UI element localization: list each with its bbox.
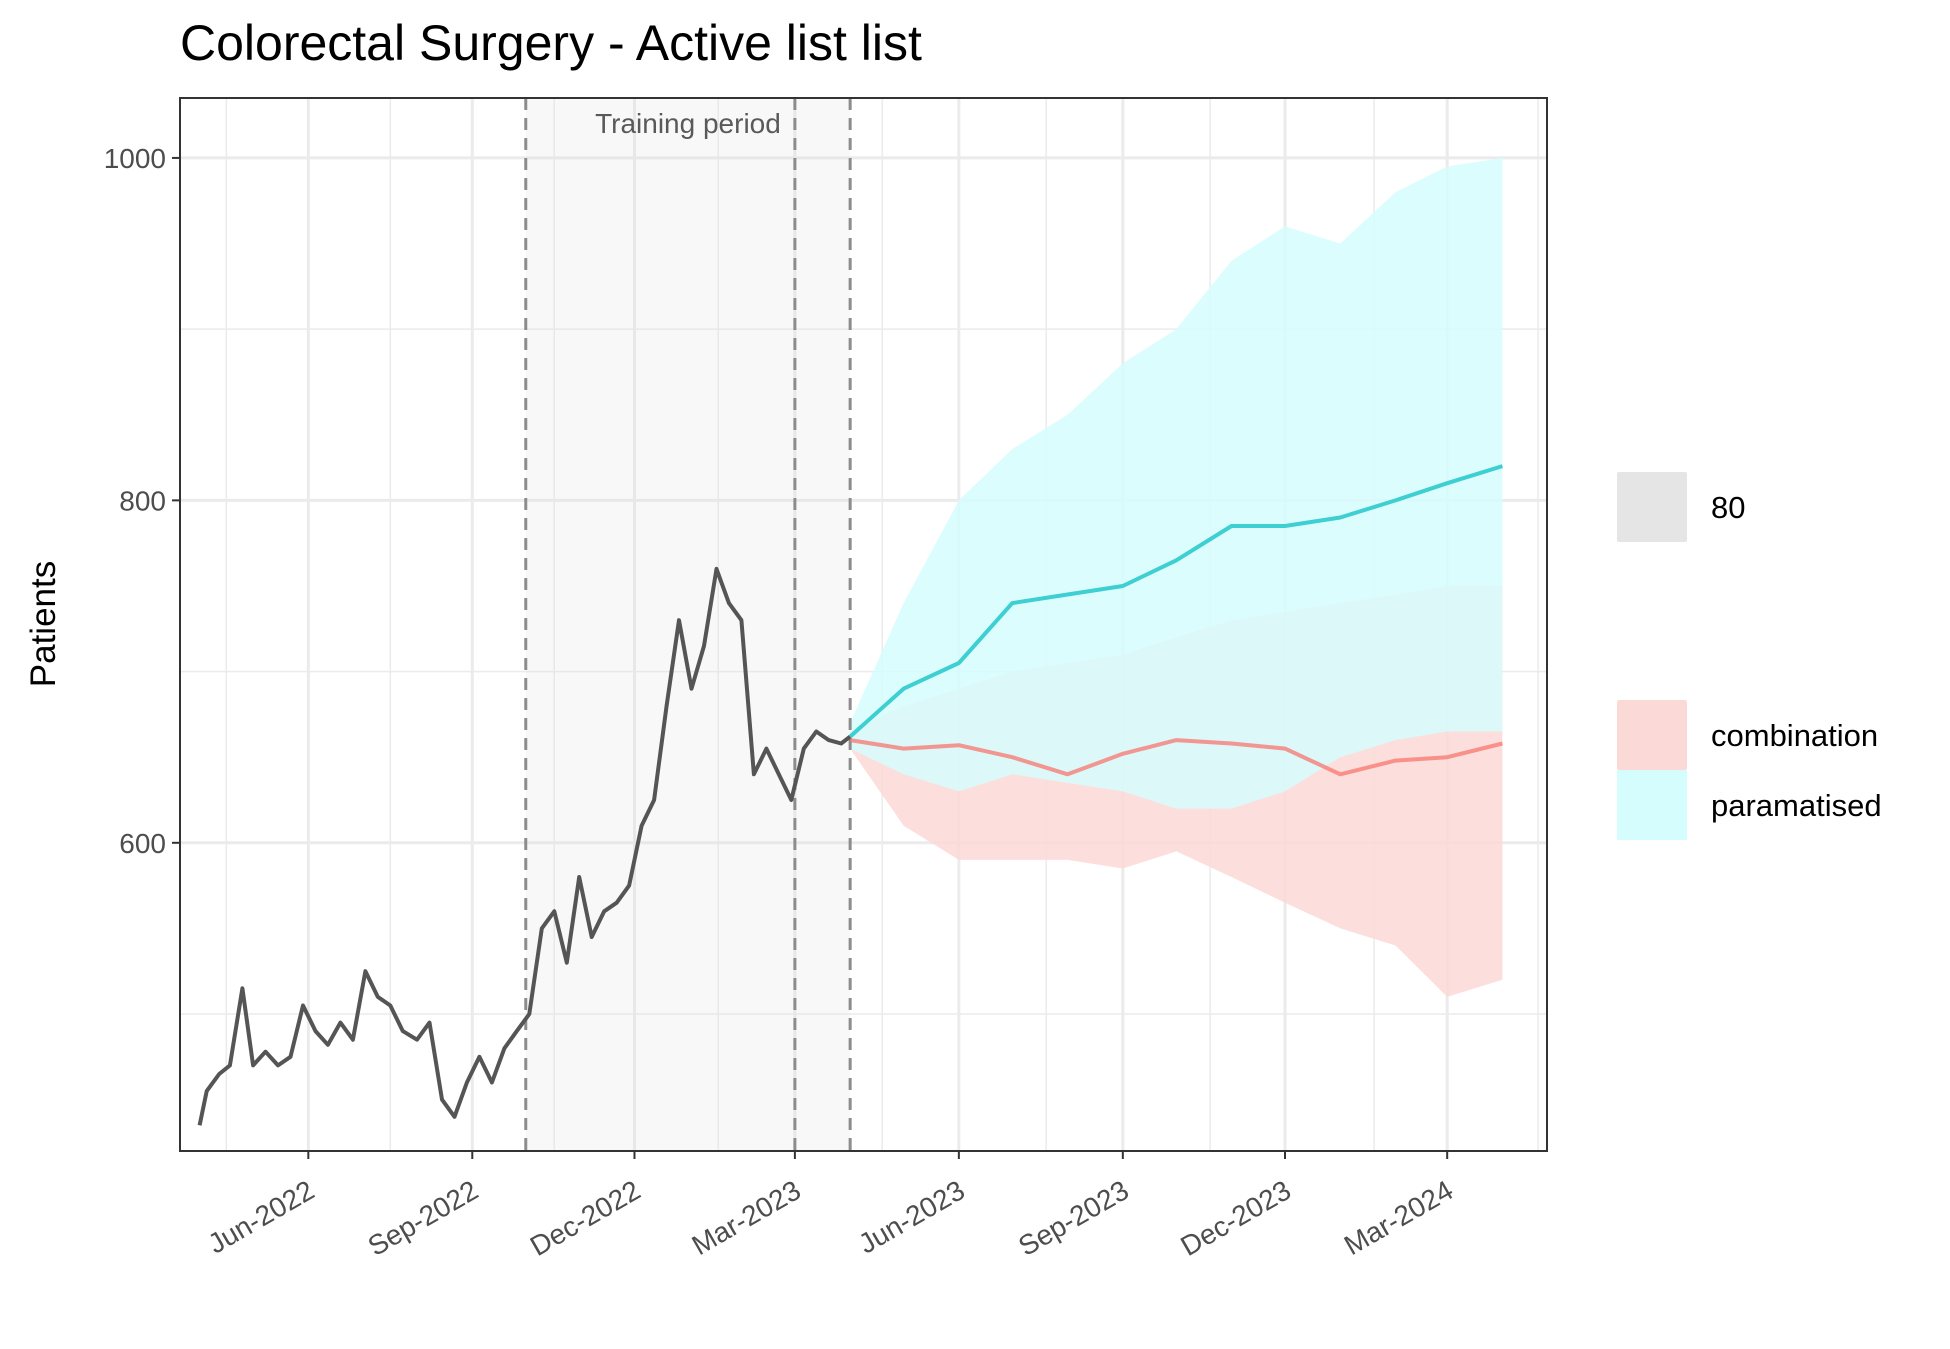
legend-key-combination [1617,700,1687,770]
ribbon-paramatised [850,157,1503,809]
training-period-shading [525,98,851,1151]
y-tick-label: 800 [119,485,166,516]
chart-legend: 80 combination paramatised [1617,472,1882,840]
legend-label: combination [1711,718,1878,753]
y-tick-label: 1000 [104,143,166,174]
chart-title: Colorectal Surgery - Active list list [180,15,922,71]
series-line-combination [849,738,1503,777]
series-line-paramatised [848,464,1503,739]
training-period-rect [525,98,851,1151]
series-lines [197,464,1503,1126]
forecast-intervals [850,157,1503,997]
legend-key-80 [1617,472,1687,542]
legend-label: paramatised [1711,788,1882,823]
legend-key-paramatised [1617,770,1687,840]
y-axis-label: Patients [24,561,63,687]
reference-lines [524,98,852,1151]
training-period-annotation: Training period [595,108,781,139]
observed-series-line [197,566,852,1126]
y-tick-label: 600 [119,828,166,859]
legend-label: 80 [1711,490,1745,525]
plot-panel-border [179,97,1548,1152]
